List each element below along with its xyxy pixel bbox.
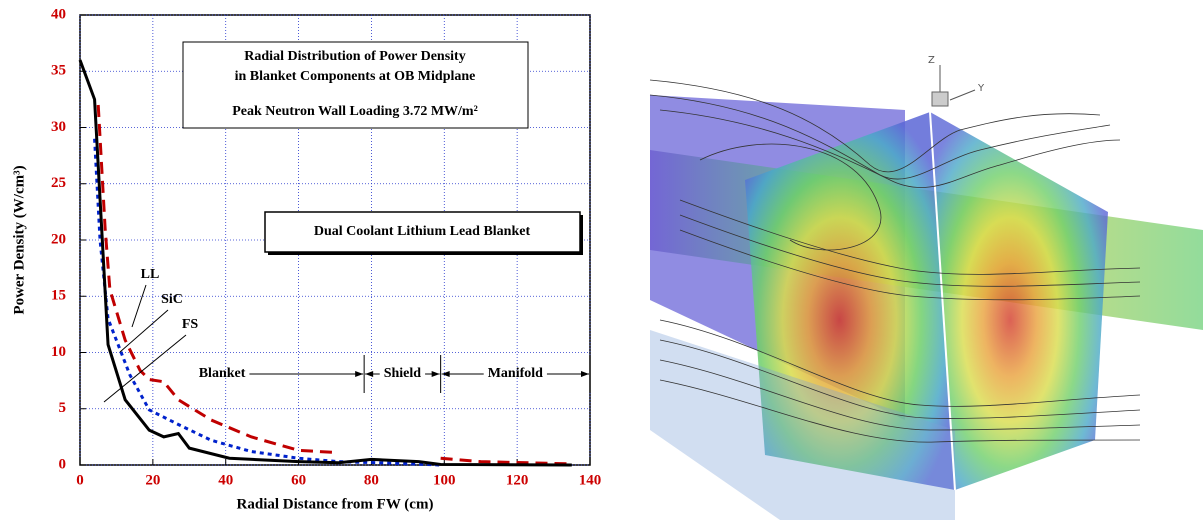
figure: Z Y 0 5 10 15 20 25 30 35 40 0 20 40 60 80 100 120 140 LL… [0,0,1203,523]
series-label: SiC [161,292,183,307]
x-tick-label: 20 [145,472,160,488]
y-tick-label: 35 [51,63,66,79]
chart-subtitle: Peak Neutron Wall Loading 3.72 MW/m² [232,104,478,119]
y-tick-label: 5 [59,400,67,416]
axis-label: Z [928,55,935,66]
y-axis-label: Power Density (W/cm³) [11,165,27,314]
leader-line [132,285,146,327]
chart-title: Radial Distribution of Power Density [244,49,465,64]
y-tick-label: 40 [51,6,66,22]
annotation: Dual Coolant Lithium Lead Blanket [314,224,531,239]
axis-triad [932,92,948,106]
y-tick-label: 15 [51,288,66,304]
flow-visualization: Z Y [650,55,1203,520]
region-label: Blanket [199,366,246,381]
arrow-head [355,371,363,377]
y-tick-label: 30 [51,119,66,135]
axis-label: Y [977,83,985,94]
arrow-head [365,371,373,377]
plane [930,112,1108,490]
series-label: LL [141,267,160,282]
page: {"chart_data": {"type": "line", "title":… [0,0,1203,523]
x-axis-label: Radial Distance from FW (cm) [237,496,434,512]
x-tick-label: 60 [291,472,306,488]
region-label: Shield [384,366,422,381]
x-tick-label: 120 [506,472,529,488]
arrow-head [581,371,589,377]
y-tick-label: 0 [59,456,67,472]
x-tick-label: 80 [364,472,379,488]
y-tick-label: 20 [51,231,66,247]
series-line [98,105,572,464]
series-label: FS [182,317,199,332]
chart-title: in Blanket Components at OB Midplane [235,69,476,84]
x-tick-label: 100 [433,472,456,488]
arrow-head [432,371,440,377]
y-tick-label: 25 [51,175,66,191]
arrow-head [442,371,450,377]
series-line [95,139,441,465]
x-tick-label: 0 [76,472,84,488]
axis-triad [950,90,975,100]
y-tick-label: 10 [51,344,66,360]
x-tick-label: 140 [579,472,602,488]
region-label: Manifold [488,366,543,381]
x-tick-label: 40 [218,472,233,488]
leader-line [120,310,168,352]
